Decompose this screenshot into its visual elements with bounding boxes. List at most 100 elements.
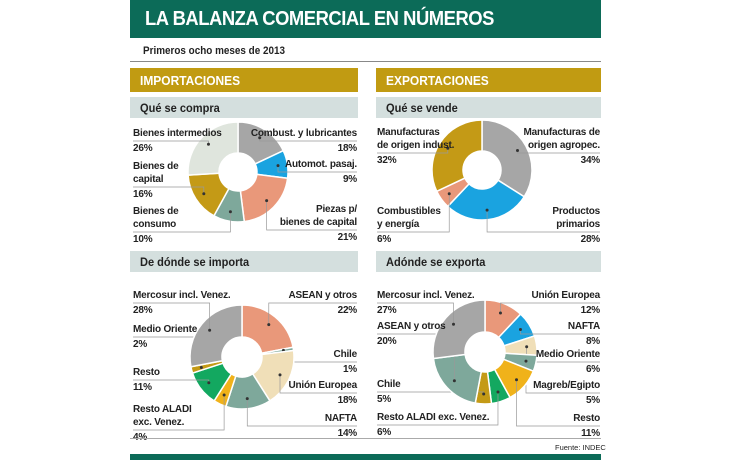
- leader-dot: [446, 146, 450, 150]
- slice-value: 4%: [133, 431, 192, 444]
- slice-label: Magreb/Egipto 5%: [533, 379, 600, 407]
- slice-value: 34%: [580, 155, 601, 166]
- slice-value: 20%: [377, 336, 397, 347]
- leader-dot: [496, 390, 500, 394]
- slice-name: Combustibles y energía: [377, 206, 441, 230]
- leader-dot: [276, 164, 280, 168]
- imports-title: IMPORTACIONES: [140, 73, 241, 88]
- leader-line: [500, 302, 600, 313]
- slice-label: Bienes intermedios 26%: [133, 127, 222, 155]
- slice-name: Chile: [377, 379, 401, 390]
- leader-line: [133, 211, 231, 233]
- donut-slice: [189, 304, 243, 368]
- imports-header: IMPORTACIONES: [130, 68, 358, 92]
- leader-line: [486, 210, 600, 233]
- donut-slice: [187, 121, 239, 176]
- slice-value: 16%: [133, 189, 153, 200]
- slice-label: Bienes de capital 16%: [133, 160, 179, 201]
- slice-name: ASEAN y otros: [377, 321, 446, 332]
- slice-name: Medio Oriente: [535, 349, 600, 360]
- leader-line: [133, 186, 205, 194]
- slice-label: Manufacturas de origen indust. 32%: [377, 126, 454, 167]
- slice-name: Combust. y lubricantes: [250, 128, 357, 139]
- slice-name: Resto: [133, 367, 160, 378]
- donut-slice: [241, 304, 294, 355]
- slice-value: 11%: [581, 428, 600, 439]
- slice-name: Bienes de capital: [133, 161, 179, 185]
- leader-dot: [245, 397, 249, 401]
- slice-name: Mercosur incl. Venez.: [133, 290, 231, 301]
- footer-bar: [130, 454, 601, 460]
- slice-name: NAFTA: [324, 413, 357, 424]
- slice-name: Bienes intermedios: [133, 128, 222, 139]
- leader-line: [277, 165, 357, 173]
- donut-slice: [446, 179, 526, 221]
- leader-dot: [202, 192, 206, 196]
- leader-line: [279, 374, 357, 394]
- leader-dot: [482, 392, 486, 396]
- page-title: LA BALANZA COMERCIAL EN NÚMEROS: [145, 8, 494, 30]
- slice-value: 5%: [585, 395, 600, 406]
- leader-dot: [518, 327, 522, 331]
- leader-line: [246, 398, 357, 427]
- subsection-import-origin: De dónde se importa: [130, 251, 358, 272]
- slice-value: 26%: [133, 143, 153, 154]
- slice-name: NAFTA: [567, 321, 600, 332]
- divider: [130, 438, 601, 439]
- slice-label: ASEAN y otros 20%: [377, 320, 446, 348]
- leader-dot: [258, 136, 262, 140]
- leader-line: [377, 148, 449, 154]
- slice-name: Medio Oriente: [133, 324, 198, 335]
- slice-value: 28%: [133, 305, 153, 316]
- slice-name: Bienes de consumo: [133, 206, 179, 230]
- slice-label: Combustibles y energía 6%: [377, 205, 441, 246]
- leader-dot: [524, 359, 528, 363]
- chart-title: Qué se vende: [386, 101, 458, 115]
- title-bar: LA BALANZA COMERCIAL EN NÚMEROS: [130, 0, 601, 38]
- slice-label: Mercosur incl. Venez. 28%: [133, 289, 231, 317]
- slice-value: 10%: [133, 234, 153, 245]
- slice-name: Unión Europea: [288, 380, 357, 391]
- slice-value: 27%: [377, 305, 397, 316]
- slice-value: 32%: [377, 155, 397, 166]
- slice-label: Resto 11%: [573, 412, 600, 440]
- slice-value: 11%: [133, 382, 152, 393]
- leader-dot: [498, 311, 502, 315]
- leader-dot: [265, 199, 269, 203]
- slice-label: Mercosur incl. Venez. 27%: [377, 289, 475, 317]
- slice-name: Piezas p/ bienes de capital: [279, 204, 357, 228]
- exports-header: EXPORTACIONES: [376, 68, 601, 92]
- leader-line: [268, 302, 357, 325]
- slice-label: Chile 5%: [377, 378, 401, 406]
- leader-dot: [525, 345, 529, 349]
- slice-label: Resto ALADI exc. Venez. 4%: [133, 403, 192, 444]
- slice-name: Productos primarios: [552, 206, 600, 230]
- slice-label: NAFTA 14%: [325, 412, 357, 440]
- chart-title: De dónde se importa: [140, 255, 250, 269]
- divider: [130, 61, 601, 62]
- slice-value: 6%: [377, 427, 392, 438]
- leader-dot: [515, 148, 519, 152]
- slice-label: Chile 1%: [334, 348, 358, 376]
- donut-slice: [481, 119, 533, 198]
- slice-value: 6%: [585, 364, 600, 375]
- leader-line: [516, 379, 600, 427]
- slice-label: Medio Oriente 2%: [133, 323, 197, 351]
- leader-dot: [447, 192, 451, 196]
- leader-dot: [451, 322, 455, 326]
- slice-name: Resto ALADI exc. Venez.: [133, 404, 192, 428]
- donut-slice: [432, 299, 486, 360]
- leader-line: [377, 302, 454, 325]
- leader-line: [266, 200, 357, 231]
- chart-title: Qué se compra: [140, 101, 220, 115]
- slice-value: 1%: [342, 364, 357, 375]
- leader-dot: [228, 210, 232, 214]
- leader-dot: [222, 393, 226, 397]
- slice-name: Automot. pasaj.: [284, 159, 357, 170]
- exports-title: EXPORTACIONES: [386, 73, 489, 88]
- slice-label: Automot. pasaj. 9%: [285, 158, 357, 186]
- slice-name: Resto: [573, 413, 600, 424]
- slice-name: Mercosur incl. Venez.: [377, 290, 475, 301]
